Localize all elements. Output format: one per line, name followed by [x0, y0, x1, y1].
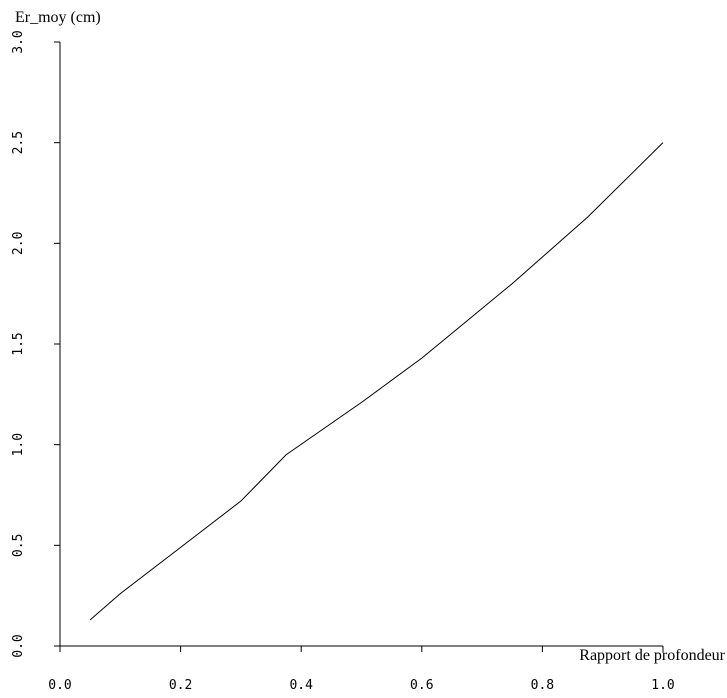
y-tick-label: 1.0: [11, 433, 26, 456]
x-tick-label: 1.0: [651, 678, 674, 693]
series-line: [89, 142, 664, 621]
x-ticks: 0.0 0.2 0.4 0.6 0.8 1.0: [48, 646, 675, 693]
x-tick-label: 0.0: [48, 678, 71, 693]
x-axis-label: Rapport de profondeur: [579, 647, 725, 664]
y-tick-label: 2.0: [11, 232, 26, 255]
y-tick-label: 2.5: [11, 131, 26, 154]
y-tick-label: 1.5: [11, 332, 26, 355]
x-tick-label: 0.4: [289, 678, 313, 693]
y-tick-label: 0.0: [11, 634, 26, 657]
y-tick-label: 0.5: [11, 534, 26, 557]
y-tick-label: 3.0: [11, 30, 26, 53]
y-ticks: 0.0 0.5 1.0 1.5 2.0 2.5 3.0: [11, 30, 60, 658]
y-axis-label: Er_moy (cm): [15, 9, 101, 26]
x-tick-label: 0.2: [169, 678, 192, 693]
x-tick-label: 0.8: [531, 678, 554, 693]
x-tick-label: 0.6: [410, 678, 433, 693]
axes: [59, 42, 663, 647]
series-group: [89, 142, 664, 621]
